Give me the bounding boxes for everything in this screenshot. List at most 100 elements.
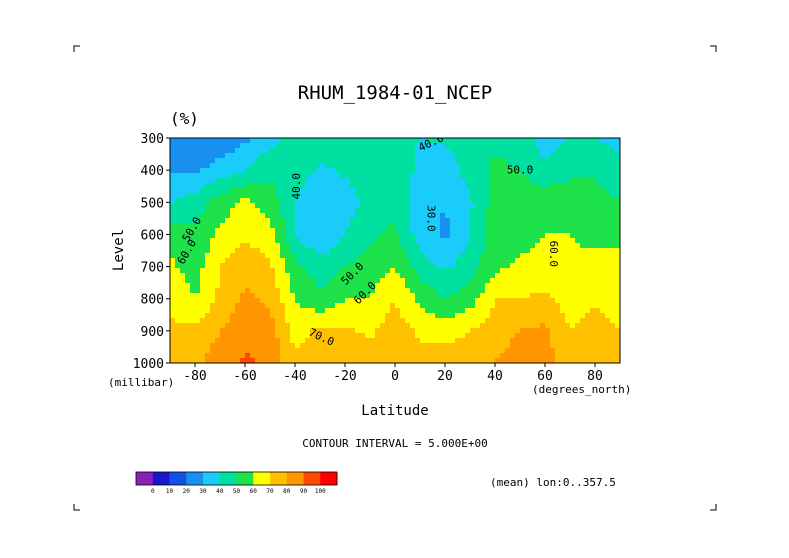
heatmap-cell — [590, 208, 596, 214]
heatmap-cell — [240, 218, 246, 224]
heatmap-cell — [400, 168, 406, 174]
heatmap-cell — [370, 223, 376, 229]
heatmap-cell — [500, 283, 506, 289]
heatmap-cell — [330, 288, 336, 294]
heatmap-cell — [195, 253, 201, 259]
heatmap-cell — [550, 303, 556, 309]
heatmap-cell — [465, 193, 471, 199]
heatmap-cell — [445, 288, 451, 294]
heatmap-cell — [535, 318, 541, 324]
heatmap-cell — [345, 213, 351, 219]
heatmap-cell — [535, 243, 541, 249]
heatmap-cell — [590, 228, 596, 234]
heatmap-cell — [195, 323, 201, 329]
heatmap-cell — [460, 298, 466, 304]
heatmap-cell — [490, 328, 496, 334]
heatmap-cell — [525, 268, 531, 274]
heatmap-cell — [450, 198, 456, 204]
heatmap-cell — [490, 138, 496, 144]
heatmap-cell — [420, 248, 426, 254]
heatmap-cell — [485, 243, 491, 249]
heatmap-cell — [430, 328, 436, 334]
heatmap-cell — [555, 283, 561, 289]
heatmap-cell — [170, 358, 176, 363]
heatmap-cell — [555, 218, 561, 224]
heatmap-cell — [185, 263, 191, 269]
heatmap-cell — [295, 328, 301, 334]
heatmap-cell — [455, 318, 461, 324]
heatmap-cell — [385, 338, 391, 344]
heatmap-cell — [180, 308, 186, 314]
heatmap-cell — [385, 223, 391, 229]
heatmap-cell — [500, 303, 506, 309]
heatmap-cell — [410, 238, 416, 244]
heatmap-cell — [295, 213, 301, 219]
heatmap-cell — [360, 228, 366, 234]
heatmap-cell — [305, 238, 311, 244]
heatmap-cell — [475, 223, 481, 229]
heatmap-cell — [470, 178, 476, 184]
heatmap-cell — [485, 288, 491, 294]
heatmap-cell — [245, 153, 251, 159]
heatmap-cell — [245, 243, 251, 249]
heatmap-cell — [195, 183, 201, 189]
heatmap-cell — [465, 308, 471, 314]
heatmap-cell — [565, 148, 571, 154]
heatmap-cell — [470, 218, 476, 224]
heatmap-cell — [315, 218, 321, 224]
heatmap-cell — [465, 153, 471, 159]
heatmap-cell — [360, 238, 366, 244]
heatmap-cell — [520, 343, 526, 349]
heatmap-cell — [315, 138, 321, 144]
heatmap-cell — [365, 188, 371, 194]
heatmap-cell — [330, 293, 336, 299]
heatmap-cell — [400, 328, 406, 334]
heatmap-cell — [370, 148, 376, 154]
heatmap-cell — [505, 288, 511, 294]
heatmap-cell — [195, 168, 201, 174]
heatmap-cell — [370, 228, 376, 234]
heatmap-cell — [345, 243, 351, 249]
heatmap-cell — [460, 238, 466, 244]
heatmap-cell — [430, 353, 436, 359]
heatmap-cell — [515, 253, 521, 259]
heatmap-cell — [445, 353, 451, 359]
heatmap-cell — [510, 313, 516, 319]
heatmap-cell — [325, 158, 331, 164]
heatmap-cell — [295, 148, 301, 154]
heatmap-cell — [190, 333, 196, 339]
heatmap-cell — [205, 358, 211, 363]
heatmap-cell — [400, 158, 406, 164]
heatmap-cell — [515, 303, 521, 309]
heatmap-cell — [300, 238, 306, 244]
heatmap-cell — [265, 313, 271, 319]
heatmap-cell — [575, 178, 581, 184]
heatmap-cell — [465, 278, 471, 284]
heatmap-cell — [365, 308, 371, 314]
heatmap-cell — [430, 203, 436, 209]
heatmap-cell — [225, 348, 231, 354]
heatmap-cell — [615, 278, 620, 284]
heatmap-cell — [350, 358, 356, 363]
heatmap-cell — [475, 333, 481, 339]
heatmap-cell — [585, 333, 591, 339]
heatmap-cell — [590, 203, 596, 209]
heatmap-cell — [395, 173, 401, 179]
heatmap-cell — [330, 163, 336, 169]
heatmap-cell — [235, 308, 241, 314]
heatmap-cell — [170, 328, 176, 334]
heatmap-cell — [540, 228, 546, 234]
heatmap-cell — [425, 188, 431, 194]
heatmap-cell — [565, 263, 571, 269]
heatmap-cell — [380, 168, 386, 174]
heatmap-cell — [335, 243, 341, 249]
heatmap-cell — [195, 193, 201, 199]
heatmap-cell — [200, 168, 206, 174]
heatmap-cell — [490, 243, 496, 249]
heatmap-cell — [475, 203, 481, 209]
heatmap-cell — [275, 168, 281, 174]
heatmap-cell — [450, 203, 456, 209]
heatmap-cell — [570, 298, 576, 304]
heatmap-cell — [450, 358, 456, 363]
heatmap-cell — [405, 223, 411, 229]
